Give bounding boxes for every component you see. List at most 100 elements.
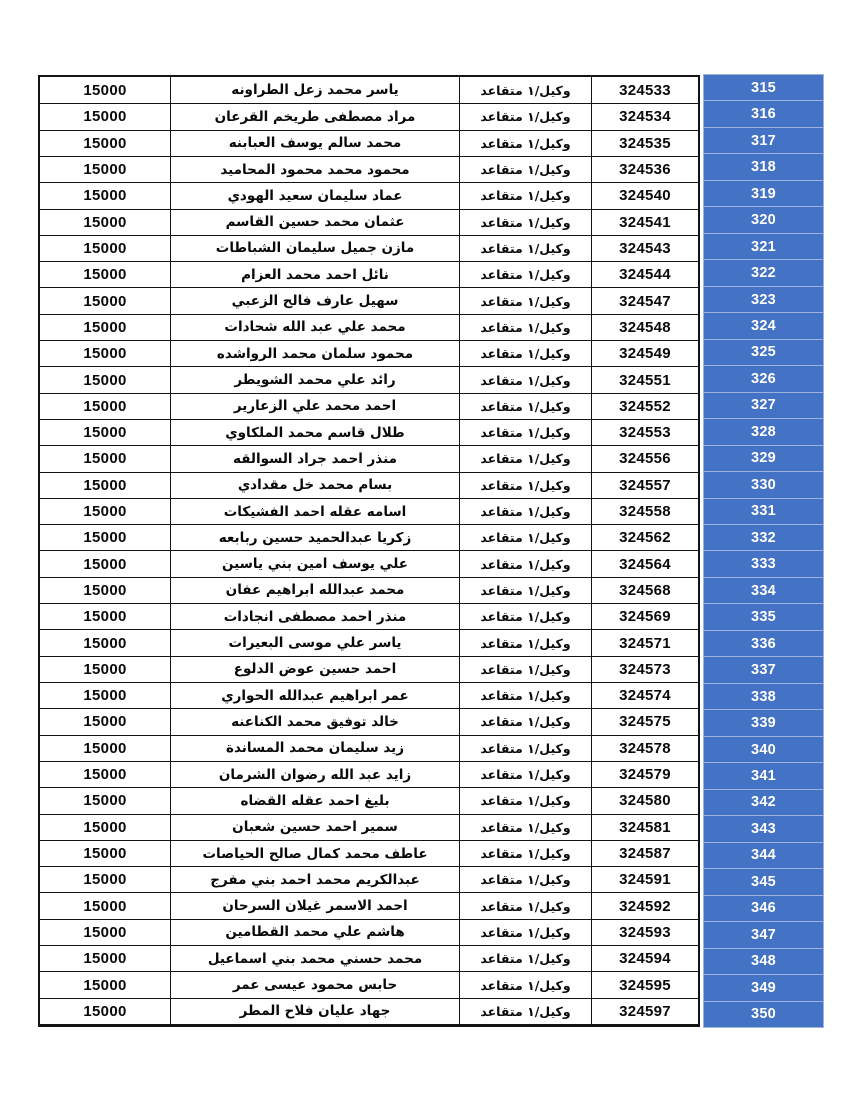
row-number-cell: 342: [704, 789, 823, 816]
row-number-cell: 319: [704, 180, 823, 207]
amount-cell: 15000: [40, 709, 171, 735]
amount-cell: 15000: [40, 341, 171, 367]
table-row: 15000 ياسر محمد زعل الطراونه وكيل/١ متقا…: [40, 77, 698, 104]
id-number-cell: 324569: [619, 608, 671, 626]
row-number-cell: 327: [704, 392, 823, 419]
rank-cell: وكيل/١ متقاعد: [460, 735, 592, 761]
row-number-cell: 320: [704, 207, 823, 233]
row-number-cell: 328: [704, 419, 823, 445]
rank-cell: وكيل/١ متقاعد: [460, 314, 592, 341]
row-number-column: 315 316 317 318 319 320 321 322 323 324 …: [703, 74, 824, 1028]
row-number-cell: 340: [704, 736, 823, 763]
row-number-cell: 322: [704, 260, 823, 286]
table-row: 15000 سهيل عارف فالح الزعبي وكيل/١ متقاع…: [40, 287, 698, 314]
rank-cell: وكيل/١ متقاعد: [460, 630, 592, 656]
amount-cell: 15000: [40, 683, 171, 709]
id-number-cell: 324536: [619, 161, 671, 179]
id-number-cell: 324551: [619, 371, 671, 389]
rank-cell: وكيل/١ متقاعد: [460, 288, 592, 314]
amount-cell: 15000: [40, 972, 171, 998]
rank-cell: وكيل/١ متقاعد: [460, 341, 592, 367]
row-number-cell: 324: [704, 313, 823, 339]
row-number-cell: 338: [704, 683, 823, 710]
rank-cell: وكيل/١ متقاعد: [460, 393, 592, 419]
name-cell: حابس محمود عيسى عمر: [171, 972, 460, 998]
rank-cell: وكيل/١ متقاعد: [460, 498, 592, 525]
rank-cell: وكيل/١ متقاعد: [460, 235, 592, 262]
id-number-cell: 324547: [619, 292, 671, 310]
name-cell: سهيل عارف فالح الزعبي: [171, 288, 460, 314]
amount-cell: 15000: [40, 867, 171, 893]
name-cell: محمد علي عبد الله شحادات: [171, 314, 460, 341]
id-number-cell: 324533: [619, 81, 671, 99]
rank-cell: وكيل/١ متقاعد: [460, 419, 592, 446]
table-row: 15000 احمد الاسمر غيلان السرحان وكيل/١ م…: [40, 892, 698, 919]
row-number-cell: 331: [704, 498, 823, 525]
table-row: 15000 عمر ابراهيم عبدالله الحواري وكيل/١…: [40, 682, 698, 709]
rank-cell: وكيل/١ متقاعد: [460, 262, 592, 288]
amount-cell: 15000: [40, 630, 171, 656]
id-number-cell: 324595: [619, 976, 671, 994]
id-number-cell: 324571: [619, 634, 671, 652]
rank-cell: وكيل/١ متقاعد: [460, 893, 592, 919]
name-cell: رائد علي محمد الشويطر: [171, 367, 460, 393]
rank-cell: وكيل/١ متقاعد: [460, 946, 592, 972]
rank-cell: وكيل/١ متقاعد: [460, 788, 592, 814]
row-number-cell: 318: [704, 154, 823, 180]
table-row: 15000 سمير احمد حسين شعبان وكيل/١ متقاعد…: [40, 813, 698, 840]
row-number-cell: 349: [704, 975, 823, 1001]
rank-cell: وكيل/١ متقاعد: [460, 77, 592, 104]
rank-cell: وكيل/١ متقاعد: [460, 446, 592, 472]
amount-cell: 15000: [40, 446, 171, 472]
id-number-cell: 324535: [619, 134, 671, 152]
name-cell: جهاد عليان فلاح المطر: [171, 998, 460, 1024]
row-number-cell: 344: [704, 842, 823, 869]
table-row: 15000 منذر احمد مصطفى انجادات وكيل/١ متق…: [40, 603, 698, 630]
table-row: 15000 ياسر علي موسى البعيرات وكيل/١ متقا…: [40, 629, 698, 656]
rank-cell: وكيل/١ متقاعد: [460, 604, 592, 630]
rank-cell: وكيل/١ متقاعد: [460, 867, 592, 893]
name-cell: عاطف محمد كمال صالح الحياصات: [171, 840, 460, 867]
name-cell: عثمان محمد حسين القاسم: [171, 209, 460, 235]
rank-cell: وكيل/١ متقاعد: [460, 209, 592, 235]
table-row: 15000 حابس محمود عيسى عمر وكيل/١ متقاعد …: [40, 971, 698, 998]
rank-cell: وكيل/١ متقاعد: [460, 472, 592, 498]
table-row: 15000 عاطف محمد كمال صالح الحياصات وكيل/…: [40, 839, 698, 867]
rank-cell: وكيل/١ متقاعد: [460, 972, 592, 998]
rank-cell: وكيل/١ متقاعد: [460, 551, 592, 577]
table-row: 15000 محمود محمد محمود المحاميد وكيل/١ م…: [40, 155, 698, 183]
id-number-cell: 324579: [619, 766, 671, 784]
rank-cell: وكيل/١ متقاعد: [460, 183, 592, 209]
id-number-cell: 324556: [619, 450, 671, 468]
amount-cell: 15000: [40, 104, 171, 130]
row-number-cell: 345: [704, 869, 823, 895]
amount-cell: 15000: [40, 314, 171, 341]
rank-cell: وكيل/١ متقاعد: [460, 814, 592, 840]
rank-cell: وكيل/١ متقاعد: [460, 998, 592, 1024]
id-number-cell: 324562: [619, 529, 671, 547]
id-number-cell: 324553: [619, 424, 671, 442]
name-cell: منذر احمد جراد السوالقه: [171, 446, 460, 472]
rank-cell: وكيل/١ متقاعد: [460, 130, 592, 156]
name-cell: مازن جميل سليمان الشباطات: [171, 235, 460, 262]
name-cell: زايد عبد الله رضوان الشرمان: [171, 761, 460, 788]
row-number-cell: 323: [704, 286, 823, 313]
rank-cell: وكيل/١ متقاعد: [460, 367, 592, 393]
row-number-cell: 346: [704, 895, 823, 922]
id-number-cell: 324575: [619, 713, 671, 731]
id-number-cell: 324552: [619, 397, 671, 415]
name-cell: احمد محمد علي الزعارير: [171, 393, 460, 419]
id-number-cell: 324580: [619, 792, 671, 810]
rank-cell: وكيل/١ متقاعد: [460, 840, 592, 867]
table-row: 15000 بسام محمد خل مقدادي وكيل/١ متقاعد …: [40, 471, 698, 498]
id-number-cell: 324587: [619, 845, 671, 862]
row-number-cell: 315: [704, 75, 823, 101]
amount-cell: 15000: [40, 419, 171, 446]
id-number-cell: 324541: [619, 213, 671, 231]
row-number-cell: 326: [704, 366, 823, 392]
id-number-cell: 324549: [619, 345, 671, 363]
name-cell: عبدالكريم محمد احمد بني مفرج: [171, 867, 460, 893]
name-cell: علي يوسف امين بني ياسين: [171, 551, 460, 577]
table-row: 15000 زكريا عبدالحميد حسين ربابعه وكيل/١…: [40, 524, 698, 551]
row-number-cell: 333: [704, 551, 823, 577]
